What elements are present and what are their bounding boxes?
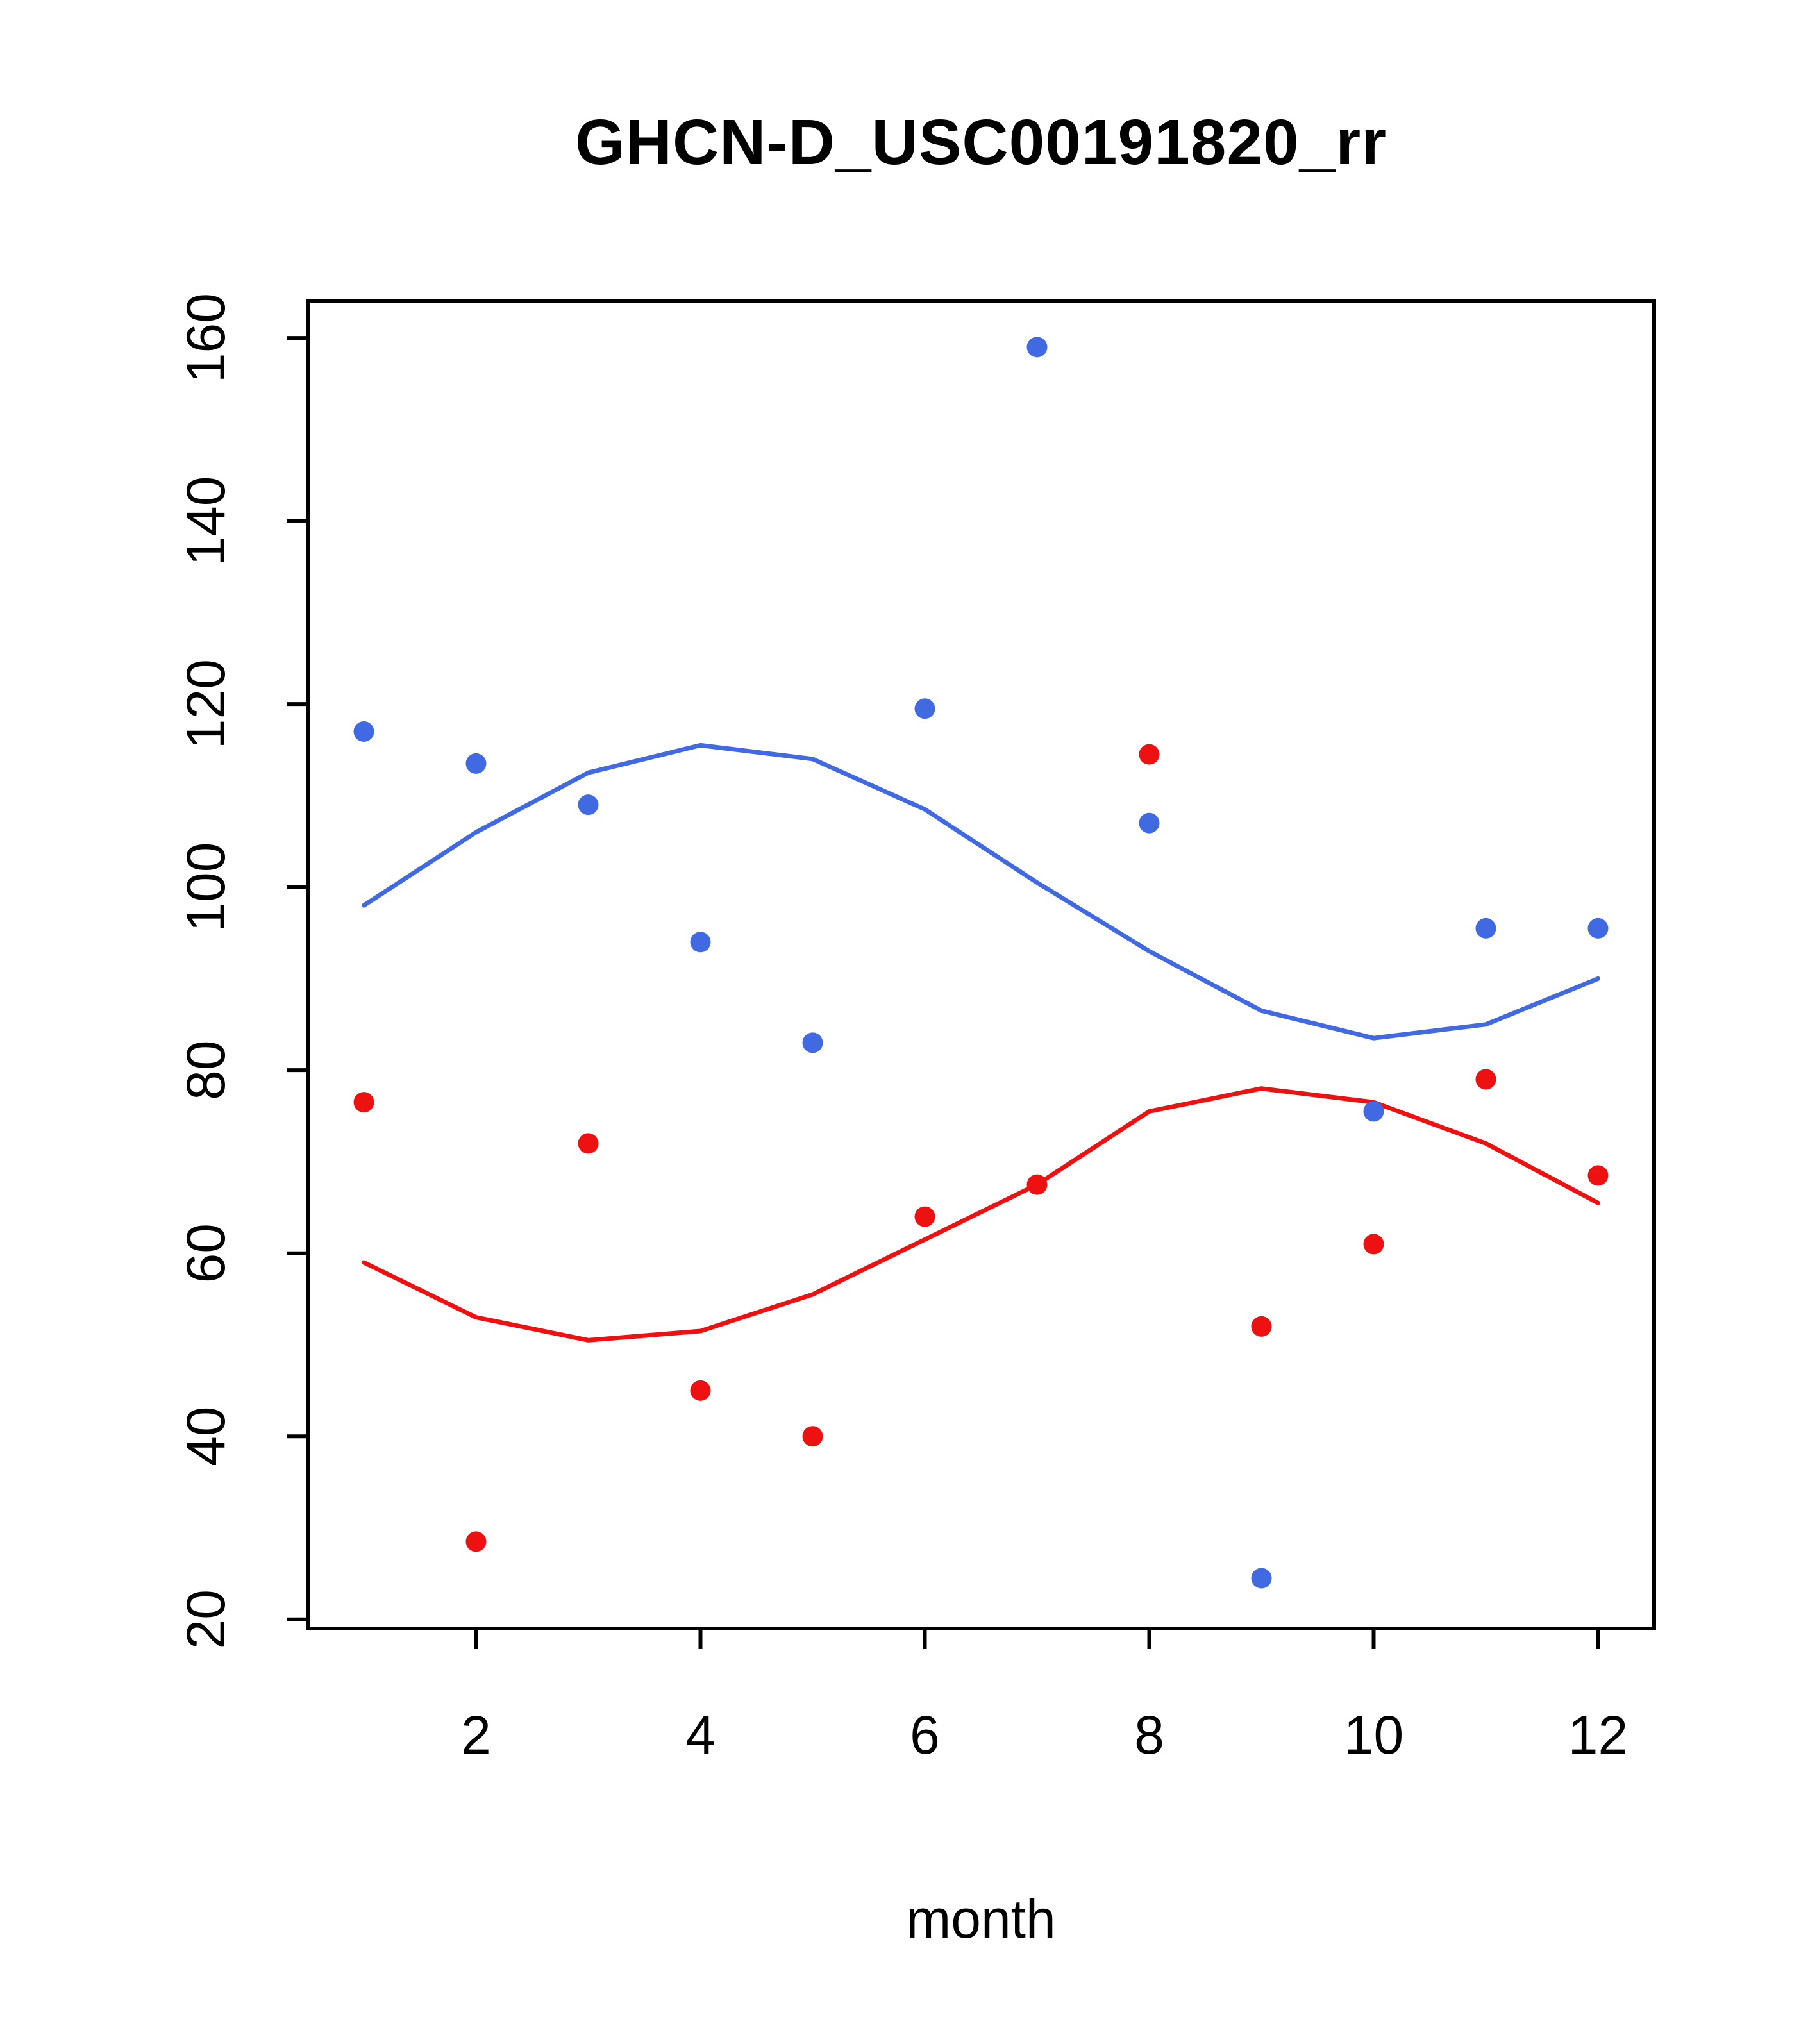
y-tick-label: 160 <box>176 293 236 383</box>
x-tick-label: 6 <box>910 1705 940 1765</box>
blue-points-point <box>1587 917 1609 939</box>
blue-points-point <box>802 1032 823 1053</box>
blue-points-point <box>690 932 711 953</box>
plot-border <box>306 299 1656 1630</box>
blue-points-point <box>1475 917 1496 939</box>
x-tick-label: 8 <box>1134 1705 1164 1765</box>
x-tick-label: 4 <box>685 1705 716 1765</box>
x-axis-label: month <box>906 1889 1056 1949</box>
red-smooth-line <box>362 1086 1600 1343</box>
blue-points-point <box>1363 1101 1384 1122</box>
y-tick-label: 20 <box>176 1589 236 1649</box>
red-points-point <box>690 1380 711 1401</box>
blue-points-point <box>1026 337 1048 358</box>
y-tick-label: 100 <box>176 842 236 932</box>
chart-title: GHCN-D_USC00191820_rr <box>574 106 1387 178</box>
blue-points-point <box>1251 1568 1272 1589</box>
x-tick-label: 2 <box>461 1705 491 1765</box>
red-points-point <box>465 1531 487 1552</box>
blue-points-point <box>914 698 935 719</box>
blue-points-point <box>578 794 599 816</box>
blue-points-point <box>1139 812 1160 834</box>
blue-smooth-line <box>362 742 1600 1041</box>
y-tick-label: 80 <box>176 1040 236 1100</box>
blue-points-point <box>353 721 374 742</box>
red-points-point <box>914 1206 935 1227</box>
y-tick-label: 120 <box>176 659 236 749</box>
y-tick-label: 40 <box>176 1406 236 1466</box>
red-points-point <box>802 1426 823 1447</box>
red-points-point <box>353 1092 374 1113</box>
x-tick-label: 10 <box>1344 1705 1403 1765</box>
red-points-point <box>1139 744 1160 765</box>
blue-points-point <box>465 753 487 774</box>
x-tick-label: 12 <box>1568 1705 1628 1765</box>
red-points-point <box>1251 1316 1272 1337</box>
red-points-point <box>1587 1165 1609 1186</box>
red-points-point <box>578 1133 599 1154</box>
y-tick-label: 140 <box>176 476 236 566</box>
red-points-point <box>1363 1234 1384 1255</box>
red-points-point <box>1475 1069 1496 1090</box>
y-tick-label: 60 <box>176 1223 236 1283</box>
red-points-point <box>1026 1174 1048 1195</box>
